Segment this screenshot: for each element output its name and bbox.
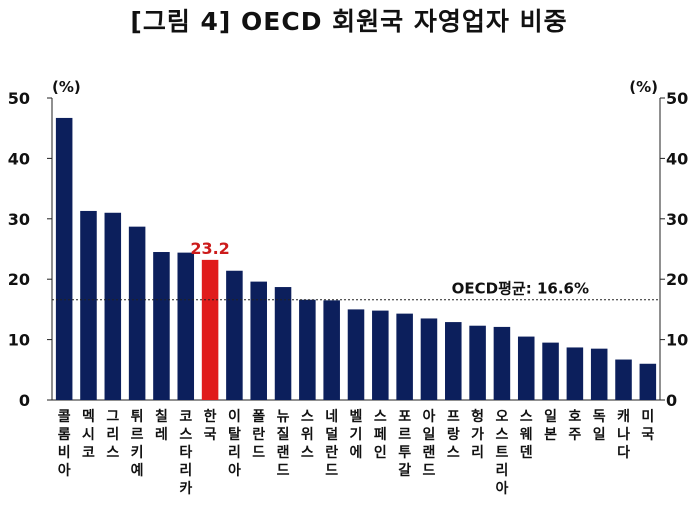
y-tick-label-left: 10 [8, 331, 30, 350]
bar [153, 252, 170, 400]
bar [639, 363, 657, 400]
bar [347, 309, 365, 400]
y-tick-label-left: 40 [8, 149, 30, 168]
y-tick-label-right: 30 [666, 210, 688, 229]
bar-highlight [201, 259, 219, 400]
bar [55, 117, 73, 400]
bar [250, 281, 267, 400]
y-tick-label-right: 50 [666, 89, 688, 108]
y-tick-label-left: 30 [8, 210, 30, 229]
y-tick-label-right: 10 [666, 331, 688, 350]
bar [445, 322, 462, 400]
bar [542, 342, 559, 400]
bar [274, 287, 292, 400]
bar [517, 336, 535, 400]
bar [80, 210, 97, 400]
bar [469, 325, 486, 400]
bar [396, 313, 413, 400]
data-label-highlight: 23.2 [190, 239, 229, 258]
y-tick-label-right: 40 [666, 149, 688, 168]
reference-line-label: OECD평균: 16.6% [452, 280, 589, 298]
bar [226, 270, 243, 400]
y-tick-label-right: 20 [666, 270, 688, 289]
chart-title: [그림 4] OECD 회원국 자영업자 비중 [130, 7, 568, 36]
bar [420, 318, 438, 400]
bar [128, 226, 146, 400]
bar [299, 299, 316, 400]
bar [615, 359, 632, 400]
y-tick-label-right: 0 [666, 391, 677, 410]
bar [372, 310, 389, 400]
bar [493, 326, 511, 400]
y-tick-label-left: 20 [8, 270, 30, 289]
y-unit-right: (%) [629, 78, 658, 96]
bar [323, 300, 340, 400]
bar [590, 348, 608, 400]
bar [177, 252, 195, 400]
bar [104, 212, 122, 400]
y-tick-label-left: 0 [19, 391, 30, 410]
bar [566, 347, 584, 400]
y-tick-label-left: 50 [8, 89, 30, 108]
y-unit-left: (%) [52, 78, 81, 96]
